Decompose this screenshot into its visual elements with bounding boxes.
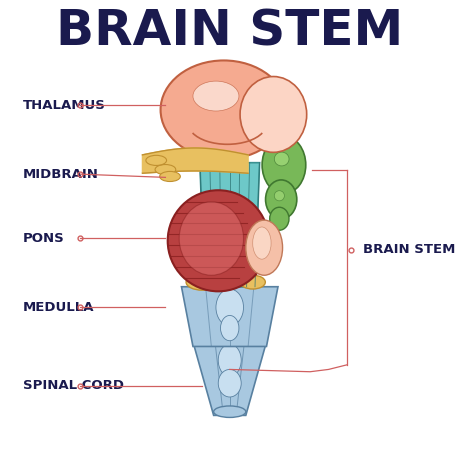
Ellipse shape — [155, 164, 176, 174]
Ellipse shape — [240, 275, 265, 289]
Ellipse shape — [193, 81, 239, 111]
Ellipse shape — [220, 316, 239, 341]
Ellipse shape — [262, 136, 306, 194]
Text: BRAIN STEM: BRAIN STEM — [56, 8, 403, 56]
Ellipse shape — [168, 190, 269, 292]
Polygon shape — [193, 342, 266, 415]
Text: MEDULLA: MEDULLA — [23, 301, 94, 314]
Polygon shape — [142, 148, 248, 173]
Ellipse shape — [246, 220, 283, 275]
Ellipse shape — [265, 180, 297, 219]
Text: PONS: PONS — [23, 232, 65, 245]
Ellipse shape — [253, 227, 271, 259]
Text: MIDBRAIN: MIDBRAIN — [23, 168, 99, 181]
Ellipse shape — [186, 274, 218, 290]
Ellipse shape — [270, 207, 289, 230]
Text: BRAIN STEM: BRAIN STEM — [363, 244, 456, 256]
Ellipse shape — [274, 152, 289, 166]
Ellipse shape — [216, 289, 244, 326]
Ellipse shape — [161, 61, 287, 159]
Ellipse shape — [274, 191, 284, 201]
Ellipse shape — [218, 344, 241, 376]
Ellipse shape — [146, 155, 166, 165]
Text: SPINAL CORD: SPINAL CORD — [23, 379, 124, 392]
Polygon shape — [182, 287, 278, 346]
Ellipse shape — [160, 172, 180, 182]
Ellipse shape — [214, 406, 246, 418]
Ellipse shape — [218, 369, 241, 397]
Ellipse shape — [240, 76, 307, 152]
Polygon shape — [200, 163, 260, 287]
Ellipse shape — [179, 202, 244, 275]
Text: THALAMUS: THALAMUS — [23, 99, 106, 112]
